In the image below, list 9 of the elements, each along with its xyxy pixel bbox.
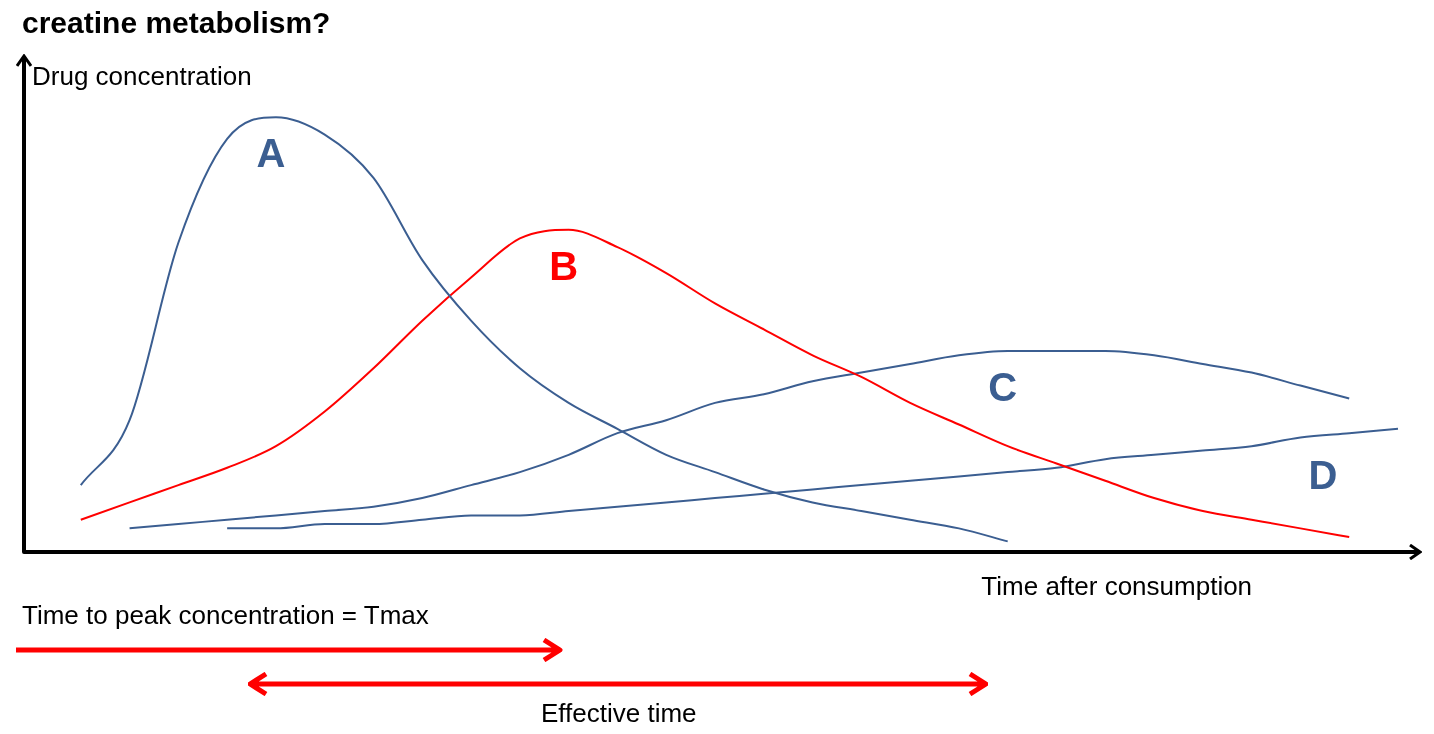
chart-title: creatine metabolism? [22, 7, 331, 40]
text: Time to peak concentration = Tmax [22, 600, 429, 631]
series-label: D [1308, 452, 1338, 497]
y-axis-title: Drug concentration [32, 61, 252, 91]
x-axis-title: Time after consumption [981, 571, 1253, 601]
series-label: C [988, 364, 1018, 409]
text: Effective time [541, 698, 697, 726]
series-label: A [256, 131, 286, 176]
series-label: B [549, 243, 579, 288]
